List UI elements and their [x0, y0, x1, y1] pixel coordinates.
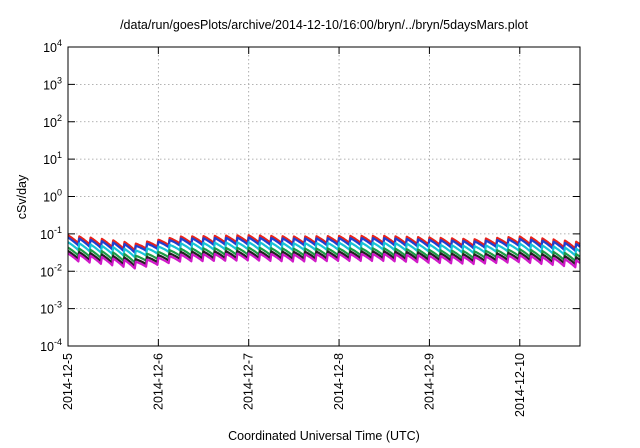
data-series-line [67, 249, 581, 268]
chart-title: /data/run/goesPlots/archive/2014-12-10/1… [120, 18, 528, 32]
x-tick-label: 2014-12-7 [242, 353, 256, 410]
y-tick-label: 104 [43, 38, 62, 55]
data-series-line [67, 246, 581, 264]
y-tick-label: 102 [43, 113, 62, 130]
y-tick-label: 10-2 [40, 262, 62, 279]
data-series-line [67, 236, 581, 254]
x-tick-label: 2014-12-8 [332, 353, 346, 410]
data-series-line [67, 234, 581, 252]
y-tick-label: 101 [43, 150, 62, 167]
data-series-line [67, 241, 581, 259]
x-tick-label: 2014-12-6 [151, 353, 165, 410]
x-tick-label: 2014-12-9 [422, 353, 436, 410]
data-series-line [67, 252, 581, 270]
x-tick-label: 2014-12-10 [513, 353, 527, 417]
y-tick-label: 10-1 [40, 225, 62, 242]
y-tick-label: 103 [43, 75, 62, 92]
y-axis-label: cSv/day [15, 174, 29, 220]
y-tick-label: 10-3 [40, 300, 62, 317]
x-tick-label: 2014-12-5 [61, 353, 75, 410]
x-axis-label: Coordinated Universal Time (UTC) [228, 429, 420, 443]
y-tick-label: 10-4 [40, 337, 62, 354]
y-tick-label: 100 [43, 188, 62, 205]
